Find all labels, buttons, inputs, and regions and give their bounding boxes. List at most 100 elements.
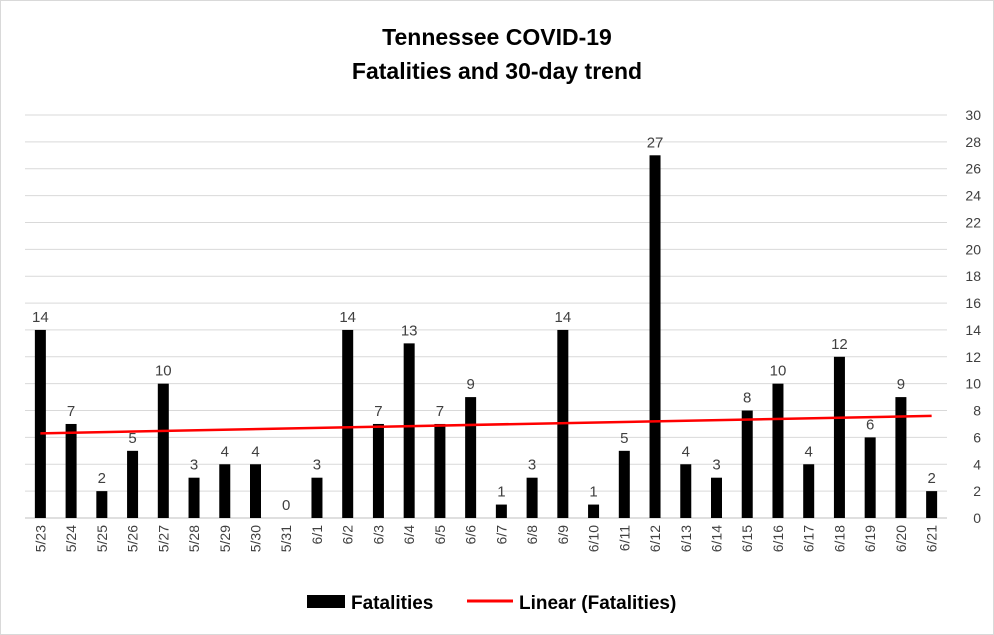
x-tick-label: 6/12 bbox=[647, 525, 663, 552]
x-tick-label: 6/1 bbox=[309, 525, 325, 545]
bar bbox=[188, 477, 200, 518]
y-tick-label: 30 bbox=[965, 107, 981, 123]
data-label: 5 bbox=[620, 430, 628, 447]
data-label: 4 bbox=[221, 443, 229, 460]
bar bbox=[372, 423, 384, 518]
x-tick-label: 5/23 bbox=[32, 525, 48, 552]
bar bbox=[588, 504, 600, 518]
x-tick-label: 6/5 bbox=[432, 525, 448, 545]
y-tick-label: 28 bbox=[965, 134, 981, 150]
data-label: 2 bbox=[927, 470, 935, 487]
bar bbox=[127, 450, 139, 518]
bar bbox=[65, 423, 77, 518]
x-tick-label: 6/14 bbox=[709, 525, 725, 552]
bar bbox=[895, 397, 907, 518]
bar bbox=[711, 477, 722, 518]
y-tick-label: 10 bbox=[965, 376, 981, 392]
bar bbox=[926, 491, 938, 518]
x-tick-label: 6/21 bbox=[924, 525, 940, 552]
y-tick-label: 20 bbox=[965, 241, 981, 257]
y-tick-label: 2 bbox=[973, 483, 981, 499]
x-tick-label: 6/13 bbox=[678, 525, 694, 552]
y-tick-label: 18 bbox=[965, 268, 981, 284]
x-tick-label: 5/27 bbox=[155, 525, 171, 552]
bar bbox=[434, 423, 446, 518]
x-axis-ticks: 5/23 5/24 5/25 5/26 5/27 5/28 5/29 5/30 5/31 6/1 6… bbox=[32, 525, 939, 552]
bar bbox=[833, 356, 845, 518]
data-label: 3 bbox=[190, 457, 198, 474]
x-tick-label: 6/20 bbox=[893, 525, 909, 552]
bar bbox=[618, 450, 630, 518]
x-tick-label: 6/2 bbox=[340, 525, 356, 545]
x-tick-label: 6/16 bbox=[770, 525, 786, 552]
data-label: 1 bbox=[497, 484, 505, 501]
data-label: 4 bbox=[805, 443, 813, 460]
data-label: 13 bbox=[401, 322, 418, 339]
data-label: 8 bbox=[743, 390, 751, 407]
bar bbox=[803, 464, 815, 518]
data-label: 6 bbox=[866, 416, 874, 433]
x-tick-label: 5/26 bbox=[125, 525, 141, 552]
x-tick-label: 5/24 bbox=[63, 525, 79, 552]
data-label: 1 bbox=[589, 484, 597, 501]
x-tick-label: 5/30 bbox=[248, 525, 264, 552]
data-label: 2 bbox=[98, 470, 106, 487]
y-tick-label: 26 bbox=[965, 161, 981, 177]
y-tick-label: 6 bbox=[973, 429, 981, 445]
gridlines bbox=[25, 114, 947, 519]
bar bbox=[680, 464, 692, 518]
x-tick-label: 5/29 bbox=[217, 525, 233, 552]
x-tick-label: 6/17 bbox=[801, 525, 817, 552]
chart-title: Tennessee COVID-19 bbox=[382, 24, 612, 50]
y-tick-label: 22 bbox=[965, 214, 981, 230]
data-label: 0 bbox=[282, 497, 290, 514]
bar bbox=[219, 464, 231, 518]
y-tick-label: 16 bbox=[965, 295, 981, 311]
bar bbox=[649, 155, 661, 519]
bar bbox=[465, 397, 477, 518]
data-label: 7 bbox=[374, 403, 382, 420]
chart-subtitle: Fatalities and 30-day trend bbox=[352, 58, 642, 84]
data-label: 10 bbox=[155, 363, 172, 380]
data-label: 10 bbox=[770, 363, 787, 380]
data-label: 4 bbox=[682, 443, 690, 460]
y-tick-label: 14 bbox=[965, 322, 981, 338]
bar bbox=[157, 383, 169, 518]
data-label: 3 bbox=[528, 457, 536, 474]
data-label: 9 bbox=[466, 376, 474, 393]
x-tick-label: 6/19 bbox=[862, 525, 878, 552]
x-tick-label: 6/18 bbox=[831, 525, 847, 552]
data-label: 3 bbox=[712, 457, 720, 474]
x-tick-label: 6/11 bbox=[616, 525, 632, 551]
data-label: 14 bbox=[339, 309, 356, 326]
bar bbox=[526, 477, 538, 518]
data-label: 5 bbox=[128, 430, 136, 447]
x-tick-label: 6/9 bbox=[555, 525, 571, 545]
data-label: 12 bbox=[831, 336, 848, 353]
x-tick-label: 6/8 bbox=[524, 525, 540, 545]
data-label: 4 bbox=[251, 443, 259, 460]
data-label: 9 bbox=[897, 376, 905, 393]
data-label: 7 bbox=[67, 403, 75, 420]
x-tick-label: 5/28 bbox=[186, 525, 202, 552]
bar bbox=[772, 383, 784, 518]
legend-label-trendline: Linear (Fatalities) bbox=[519, 593, 676, 614]
x-tick-label: 5/25 bbox=[94, 525, 110, 552]
bars bbox=[34, 155, 938, 519]
y-tick-label: 12 bbox=[965, 349, 981, 365]
y-tick-label: 8 bbox=[973, 403, 981, 419]
trendline bbox=[40, 414, 932, 435]
bar bbox=[864, 437, 876, 518]
x-tick-label: 6/15 bbox=[739, 525, 755, 552]
trendline-group bbox=[40, 414, 932, 435]
data-label: 3 bbox=[313, 457, 321, 474]
legend: Fatalities Linear (Fatalities) bbox=[307, 593, 676, 614]
bar bbox=[34, 329, 46, 518]
x-tick-label: 6/10 bbox=[586, 525, 602, 552]
data-label: 14 bbox=[554, 309, 571, 326]
bar bbox=[342, 329, 354, 518]
